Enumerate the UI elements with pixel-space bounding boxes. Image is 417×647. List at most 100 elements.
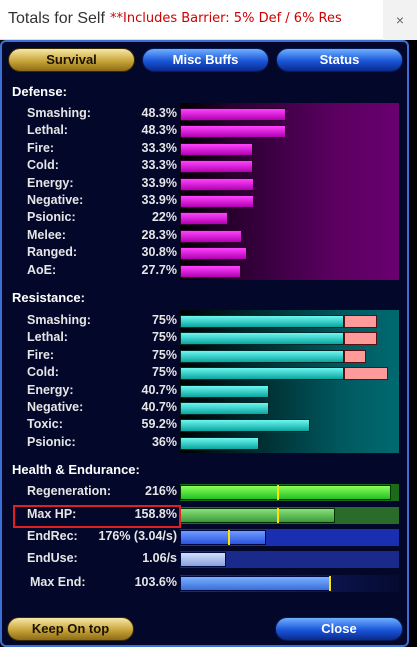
defense-row-label: Melee: xyxy=(27,227,66,242)
regen-value: 216% xyxy=(145,484,177,498)
regen-marker xyxy=(277,485,279,500)
maxhp-marker xyxy=(277,508,279,523)
endrec-bar xyxy=(180,530,266,545)
endrec-marker xyxy=(228,530,230,545)
resistance-bar xyxy=(180,402,270,415)
endrec-track xyxy=(180,529,399,546)
health-row-endrec: EndRec: 176% (3.04/s) xyxy=(0,529,409,546)
resistance-bar xyxy=(180,384,270,398)
resistance-row-label: Cold: xyxy=(27,365,59,380)
resistance-row-value: 36% xyxy=(151,434,177,449)
resistance-row: Psionic: 36% xyxy=(0,435,409,452)
defense-row-value: 30.8% xyxy=(141,245,177,260)
window-titlebar: Totals for Self **Includes Barrier: 5% D… xyxy=(0,0,417,40)
defense-bar xyxy=(180,212,229,226)
health-row-maxend: Max End: 103.6% xyxy=(0,575,409,592)
resistance-row-value: 75% xyxy=(151,347,177,362)
regen-label: Regeneration: xyxy=(27,484,112,498)
defense-row-label: Psionic: xyxy=(27,210,76,225)
defense-row-label: Fire: xyxy=(27,140,55,155)
defense-row-label: AoE: xyxy=(27,262,57,277)
window-title: Totals for Self xyxy=(8,10,105,27)
defense-row: Negative: 33.9% xyxy=(0,193,409,210)
defense-row-label: Lethal: xyxy=(27,123,68,138)
endrec-label: EndRec: xyxy=(27,529,78,543)
defense-row-label: Cold: xyxy=(27,158,59,173)
maxend-label: Max End: xyxy=(30,575,86,589)
maxhp-track xyxy=(180,507,399,524)
defense-row-value: 33.9% xyxy=(141,175,177,190)
tab-status[interactable]: Status xyxy=(276,48,403,72)
defense-row-value: 48.3% xyxy=(141,106,177,120)
resistance-row-label: Energy: xyxy=(27,382,74,397)
close-button[interactable]: Close xyxy=(275,617,403,641)
defense-row-value: 28.3% xyxy=(141,227,177,242)
defense-row: Melee: 28.3% xyxy=(0,228,409,245)
health-row-enduse: EndUse: 1.06/s xyxy=(0,551,409,568)
resistance-row-label: Toxic: xyxy=(27,417,63,432)
enduse-track xyxy=(180,551,399,568)
resistance-row: Toxic: 59.2% xyxy=(0,417,409,434)
resistance-row: Fire: 75% xyxy=(0,348,409,365)
resistance-row: Energy: 40.7% xyxy=(0,383,409,400)
resistance-row-value: 75% xyxy=(151,365,177,380)
resistance-overcap-bar xyxy=(344,349,367,363)
resistance-row-label: Lethal: xyxy=(27,330,68,345)
enduse-value: 1.06/s xyxy=(142,551,177,565)
defense-bar xyxy=(180,125,286,139)
defense-row-value: 48.3% xyxy=(141,123,177,138)
resistance-row: Cold: 75% xyxy=(0,365,409,382)
resistance-heading: Resistance: xyxy=(12,290,85,305)
enduse-bar xyxy=(180,552,226,567)
defense-row: Smashing: 48.3% xyxy=(0,106,409,123)
defense-bar xyxy=(180,142,253,156)
defense-row-value: 33.3% xyxy=(141,158,177,173)
defense-row-label: Ranged: xyxy=(27,245,77,260)
defense-row: Psionic: 22% xyxy=(0,210,409,227)
resistance-overcap-bar xyxy=(344,332,378,346)
health-row-regen: Regeneration: 216% xyxy=(0,484,409,501)
defense-bar xyxy=(180,195,255,208)
regen-track xyxy=(180,484,399,501)
resistance-row-label: Psionic: xyxy=(27,434,76,449)
defense-row: Energy: 33.9% xyxy=(0,176,409,193)
resistance-row: Negative: 40.7% xyxy=(0,400,409,417)
resistance-row-value: 75% xyxy=(151,330,177,345)
health-heading: Health & Endurance: xyxy=(12,462,140,477)
maxend-bar xyxy=(180,576,332,591)
resistance-bar xyxy=(180,332,345,346)
defense-row-label: Energy: xyxy=(27,175,74,190)
resistance-row-value: 40.7% xyxy=(141,400,177,414)
resistance-overcap-bar xyxy=(344,367,389,381)
resistance-bar xyxy=(180,315,345,328)
keep-on-top-button[interactable]: Keep On top xyxy=(7,617,134,641)
tab-misc-buffs[interactable]: Misc Buffs xyxy=(142,48,269,72)
tab-survival[interactable]: Survival xyxy=(8,48,135,72)
scrollbar[interactable] xyxy=(409,40,417,647)
resistance-row-label: Negative: xyxy=(27,400,84,414)
defense-bar xyxy=(180,264,241,278)
resistance-row-label: Fire: xyxy=(27,347,55,362)
resistance-row-value: 75% xyxy=(151,313,177,327)
close-icon[interactable]: × xyxy=(383,0,417,40)
regen-bar xyxy=(180,485,391,500)
defense-row-label: Negative: xyxy=(27,193,84,207)
maxend-marker xyxy=(329,576,331,591)
resistance-row-value: 40.7% xyxy=(141,382,177,397)
defense-bar xyxy=(180,108,286,121)
resistance-row-label: Smashing: xyxy=(27,313,91,327)
defense-row: Ranged: 30.8% xyxy=(0,245,409,262)
defense-bar xyxy=(180,229,242,243)
defense-bar xyxy=(180,160,253,174)
health-row-maxhp: Max HP: 158.8% xyxy=(0,507,409,524)
endrec-value: 176% (3.04/s) xyxy=(98,529,177,543)
resistance-bar xyxy=(180,349,345,363)
resistance-bar xyxy=(180,367,345,381)
defense-row-label: Smashing: xyxy=(27,106,91,120)
defense-row: Lethal: 48.3% xyxy=(0,123,409,140)
resistance-bar xyxy=(180,419,310,433)
defense-row-value: 33.3% xyxy=(141,140,177,155)
defense-heading: Defense: xyxy=(12,84,67,99)
defense-row-value: 33.9% xyxy=(141,193,177,207)
maxend-track xyxy=(180,575,399,592)
